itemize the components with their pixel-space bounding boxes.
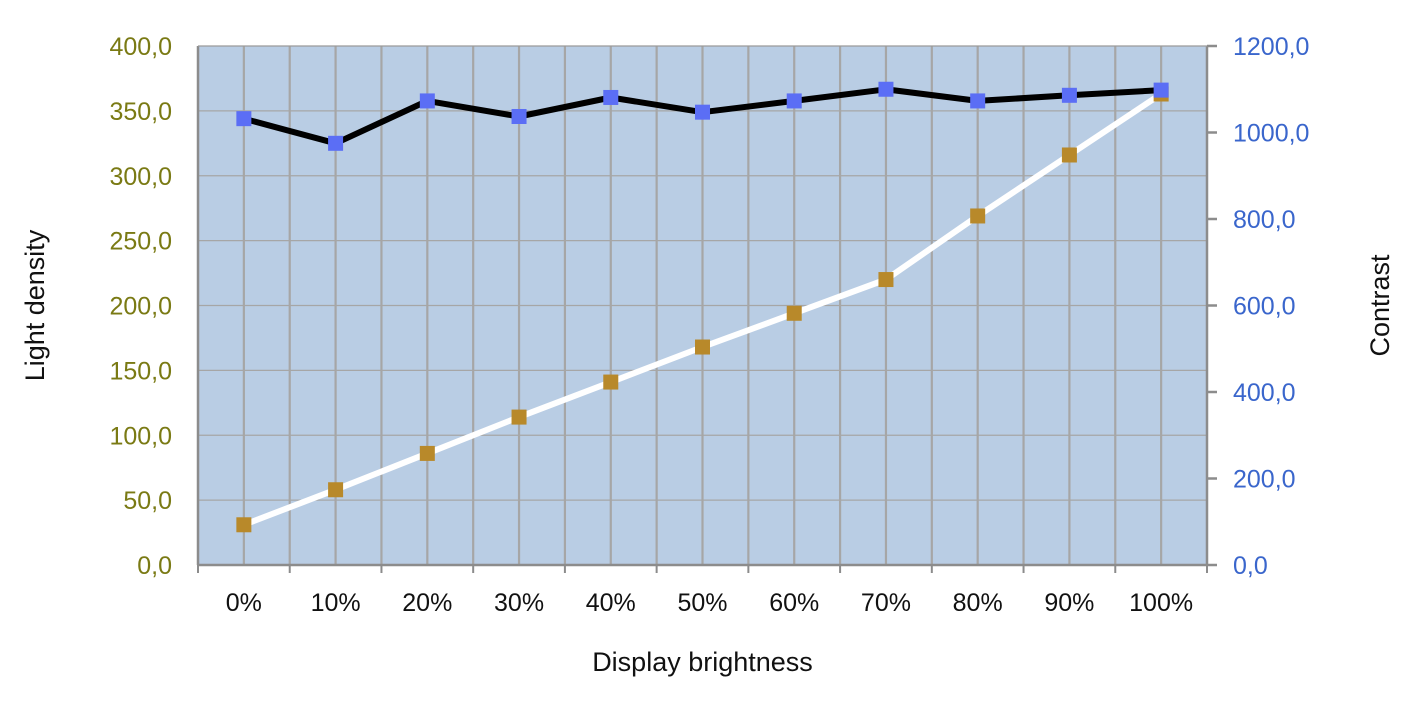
x-tick-label: 0% bbox=[226, 589, 262, 617]
x-tick-label: 20% bbox=[402, 589, 452, 617]
right-y-tick-label: 800,0 bbox=[1233, 206, 1296, 234]
series-1-marker bbox=[419, 445, 435, 461]
series-2-marker bbox=[695, 104, 710, 120]
left-y-tick-label: 150,0 bbox=[109, 357, 172, 385]
axes bbox=[196, 44, 1217, 573]
left-y-tick-label: 250,0 bbox=[109, 228, 172, 256]
left-y-tick-label: 350,0 bbox=[109, 98, 172, 126]
series-2-marker bbox=[511, 108, 527, 124]
series-2-marker bbox=[603, 89, 619, 105]
series-2-marker bbox=[878, 81, 894, 97]
series-1-marker bbox=[603, 374, 619, 390]
right-y-tick-label: 0,0 bbox=[1233, 552, 1268, 580]
x-tick-label: 50% bbox=[677, 589, 727, 617]
series-2-marker bbox=[419, 93, 435, 109]
x-tick-label: 80% bbox=[953, 589, 1003, 617]
series-1-marker bbox=[695, 339, 710, 355]
right-y-tick-label: 400,0 bbox=[1233, 379, 1296, 407]
x-tick-label: 60% bbox=[769, 589, 819, 617]
series-2-marker bbox=[786, 93, 802, 109]
series-2-marker bbox=[236, 111, 252, 127]
series-1-marker bbox=[511, 409, 527, 425]
series-1-marker bbox=[970, 208, 986, 224]
right-y-tick-label: 600,0 bbox=[1233, 293, 1296, 321]
left-y-tick-label: 100,0 bbox=[109, 422, 172, 450]
x-tick-label: 10% bbox=[311, 589, 361, 617]
series-1-marker bbox=[1061, 147, 1077, 163]
series-2-marker bbox=[328, 135, 344, 151]
series-1-marker bbox=[328, 482, 344, 498]
left-y-tick-label: 50,0 bbox=[123, 487, 172, 515]
series-2-marker bbox=[970, 93, 986, 109]
series-1-marker bbox=[236, 517, 252, 533]
left-y-tick-label: 400,0 bbox=[109, 33, 172, 61]
series-2-marker bbox=[1153, 82, 1169, 98]
x-tick-label: 70% bbox=[861, 589, 911, 617]
x-tick-label: 40% bbox=[586, 589, 636, 617]
left-y-tick-label: 200,0 bbox=[109, 293, 172, 321]
right-y-axis-title: Contrast bbox=[1365, 254, 1395, 357]
series-1-marker bbox=[878, 272, 894, 288]
right-y-tick-label: 200,0 bbox=[1233, 466, 1296, 494]
series-1-marker bbox=[786, 305, 802, 321]
x-tick-label: 100% bbox=[1129, 589, 1193, 617]
x-tick-label: 30% bbox=[494, 589, 544, 617]
left-y-axis-title: Light density bbox=[20, 229, 50, 381]
right-y-tick-label: 1200,0 bbox=[1233, 33, 1309, 61]
series-2-marker bbox=[1061, 87, 1077, 103]
x-axis-title: Display brightness bbox=[592, 647, 813, 677]
tick-labels: 0,0 50,0 100,0 150,0 200,0 250,0 300,0 350,0 400… bbox=[109, 33, 1309, 617]
right-y-tick-label: 1000,0 bbox=[1233, 120, 1309, 148]
x-tick-label: 90% bbox=[1044, 589, 1094, 617]
left-y-tick-label: 300,0 bbox=[109, 163, 172, 191]
series-layer bbox=[236, 81, 1169, 533]
left-y-tick-label: 0,0 bbox=[137, 552, 172, 580]
